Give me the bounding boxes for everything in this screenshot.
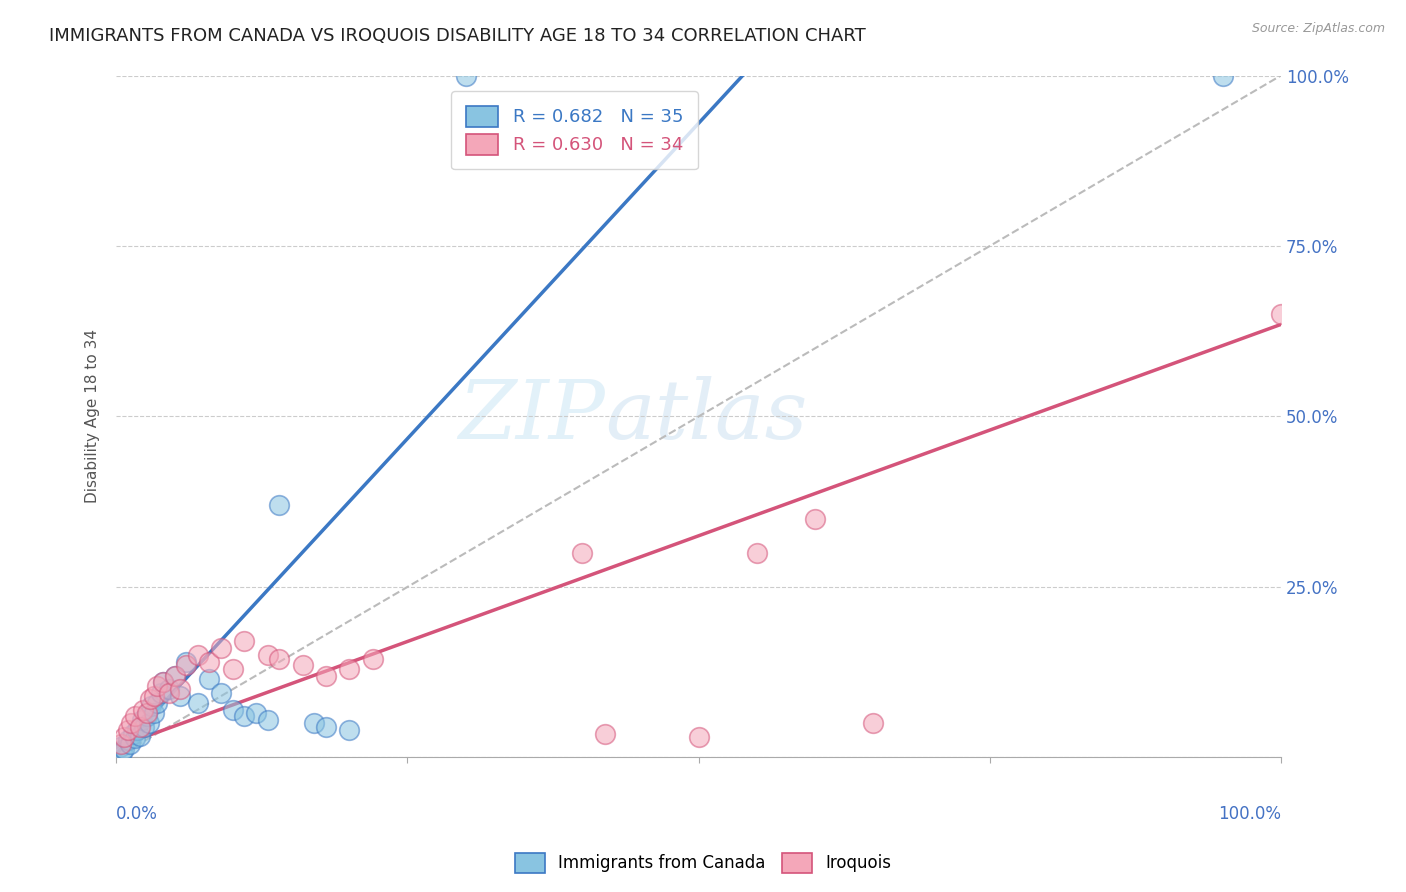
Point xyxy=(142,689,165,703)
Text: IMMIGRANTS FROM CANADA VS IROQUOIS DISABILITY AGE 18 TO 34 CORRELATION CHART: IMMIGRANTS FROM CANADA VS IROQUOIS DISAB… xyxy=(49,27,866,45)
Point xyxy=(169,682,191,697)
Point xyxy=(128,729,150,743)
Point xyxy=(337,662,360,676)
Point xyxy=(454,69,477,83)
Point xyxy=(256,648,278,662)
Point xyxy=(198,655,221,669)
Point xyxy=(111,745,134,759)
Point xyxy=(1270,307,1292,321)
Text: Source: ZipAtlas.com: Source: ZipAtlas.com xyxy=(1251,22,1385,36)
Point xyxy=(209,641,232,656)
Point xyxy=(117,733,139,747)
Point xyxy=(304,716,326,731)
Point xyxy=(1212,69,1234,83)
Point xyxy=(117,723,139,738)
Point xyxy=(146,696,169,710)
Point xyxy=(120,737,142,751)
Point xyxy=(862,716,884,731)
Point xyxy=(804,512,827,526)
Point xyxy=(112,730,135,744)
Point xyxy=(245,706,267,720)
Point xyxy=(135,706,157,720)
Text: atlas: atlas xyxy=(606,376,808,457)
Point xyxy=(157,685,180,699)
Point xyxy=(745,546,768,560)
Point xyxy=(163,668,186,682)
Point xyxy=(315,668,337,682)
Point xyxy=(112,742,135,756)
Point xyxy=(595,726,617,740)
Point xyxy=(233,709,256,723)
Point xyxy=(222,662,245,676)
Point xyxy=(198,672,221,686)
Point xyxy=(149,685,172,699)
Point xyxy=(131,713,153,727)
Point xyxy=(269,498,291,512)
Point xyxy=(256,713,278,727)
Point xyxy=(269,651,291,665)
Point xyxy=(571,546,593,560)
Text: 100.0%: 100.0% xyxy=(1218,805,1281,823)
Point xyxy=(138,716,160,731)
Point xyxy=(152,675,174,690)
Point xyxy=(142,706,165,720)
Point xyxy=(146,679,169,693)
Point xyxy=(135,709,157,723)
Text: 0.0%: 0.0% xyxy=(117,805,157,823)
Point xyxy=(315,720,337,734)
Point xyxy=(174,655,197,669)
Point xyxy=(134,720,156,734)
Point xyxy=(157,682,180,697)
Point xyxy=(128,720,150,734)
Point xyxy=(169,689,191,703)
Point xyxy=(124,709,146,723)
Text: ZIP: ZIP xyxy=(458,376,606,457)
Point xyxy=(174,658,197,673)
Legend: R = 0.682   N = 35, R = 0.630   N = 34: R = 0.682 N = 35, R = 0.630 N = 34 xyxy=(451,91,697,169)
Point xyxy=(291,658,314,673)
Point xyxy=(233,634,256,648)
Point xyxy=(187,648,209,662)
Point xyxy=(139,692,162,706)
Point xyxy=(152,675,174,690)
Point xyxy=(127,723,149,738)
Point xyxy=(361,651,384,665)
Point xyxy=(163,668,186,682)
Legend: Immigrants from Canada, Iroquois: Immigrants from Canada, Iroquois xyxy=(508,847,898,880)
Point xyxy=(222,703,245,717)
Point xyxy=(110,737,132,751)
Point xyxy=(187,696,209,710)
Point xyxy=(124,731,146,746)
Point xyxy=(141,699,163,714)
Point xyxy=(120,716,142,731)
Point xyxy=(337,723,360,738)
Point xyxy=(108,740,131,755)
Point xyxy=(688,730,710,744)
Y-axis label: Disability Age 18 to 34: Disability Age 18 to 34 xyxy=(86,329,100,503)
Point xyxy=(121,726,143,740)
Point xyxy=(209,685,232,699)
Point xyxy=(132,703,155,717)
